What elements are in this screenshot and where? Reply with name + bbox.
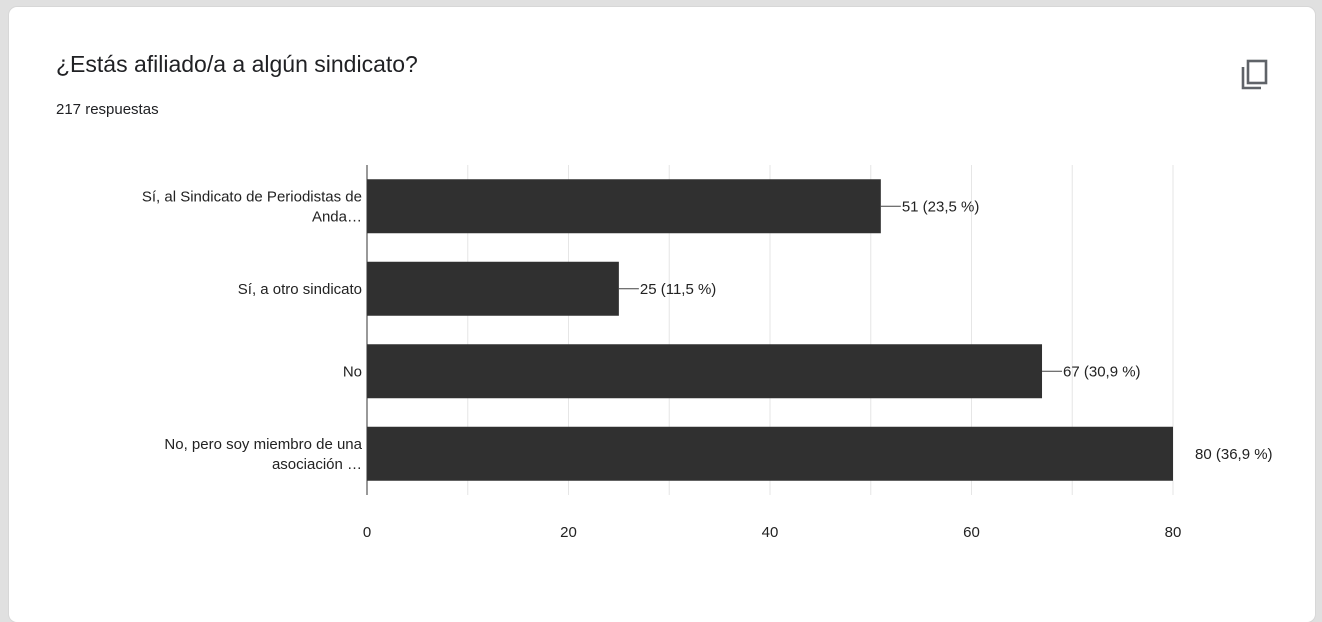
data-label: 51 (23,5 %) (902, 198, 980, 215)
x-tick-label: 40 (762, 524, 779, 541)
copy-chart-button[interactable] (1235, 55, 1275, 95)
x-tick-label: 20 (560, 524, 577, 541)
data-label: 80 (36,9 %) (1195, 446, 1273, 463)
x-tick-label: 0 (363, 524, 371, 541)
category-label: Anda… (312, 208, 362, 225)
bar (367, 179, 881, 234)
response-count: 217 respuestas (56, 101, 159, 118)
category-label: Sí, a otro sindicato (238, 281, 362, 298)
question-card: ¿Estás afiliado/a a algún sindicato? 217… (9, 7, 1315, 622)
data-label: 25 (11,5 %) (640, 281, 716, 298)
category-label: Sí, al Sindicato de Periodistas de (142, 188, 362, 205)
x-tick-label: 60 (963, 524, 980, 541)
category-label: asociación … (272, 456, 362, 473)
data-label: 67 (30,9 %) (1063, 363, 1141, 380)
bar (367, 261, 619, 316)
category-label: No (343, 363, 362, 380)
x-tick-label: 80 (1165, 524, 1182, 541)
bar (367, 344, 1043, 399)
copy-icon (1241, 59, 1268, 90)
category-label: No, pero soy miembro de una (164, 436, 362, 453)
question-title: ¿Estás afiliado/a a algún sindicato? (56, 51, 418, 77)
bar (367, 426, 1173, 481)
